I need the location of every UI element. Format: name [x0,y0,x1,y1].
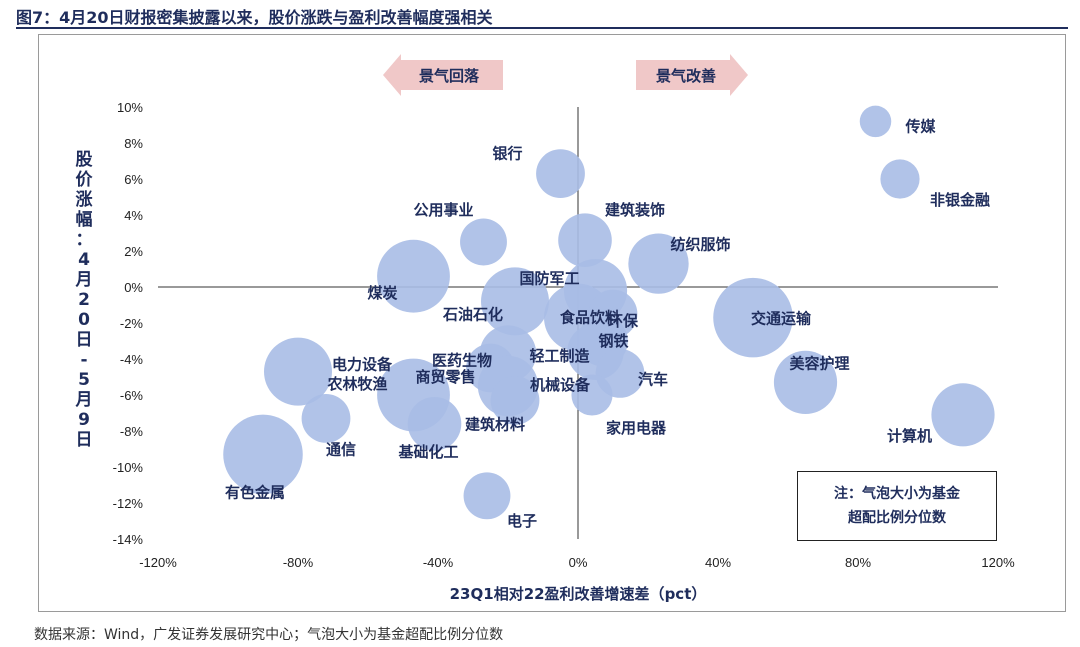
bubble-point [931,383,995,447]
y-axis-label-char: ： [76,230,93,250]
y-axis-label-char: 4 [78,250,90,270]
y-tick-label: -14% [113,532,144,547]
bubble-point [264,337,332,406]
bubble-label: 食品饮料 [560,309,620,327]
arrows-layer: 景气回落 景气改善 [383,54,748,96]
note-line-2: 超配比例分位数 [848,510,946,526]
bubble-label: 通信 [326,440,356,458]
y-tick-label: -12% [113,496,144,511]
bubble-label: 家用电器 [606,419,667,437]
y-axis-label-char: 幅 [76,209,93,230]
bubble-label: 轻工制造 [530,347,590,365]
y-tick-label: -10% [113,460,144,475]
y-axis-label-char: 5 [78,370,90,390]
bubble-label: 非银金融 [930,191,990,209]
title-rule [16,27,1068,29]
bubble-label: 建筑装饰 [605,201,665,219]
y-tick-label: -6% [120,388,144,403]
y-tick-label: 4% [124,208,143,223]
source-text: 数据来源：Wind，广发证券发展研究中心；气泡大小为基金超配比例分位数 [34,627,504,643]
bubble-label: 基础化工 [398,443,459,461]
bubble-point [773,350,838,414]
arrow-left-label: 景气回落 [419,67,480,85]
bubble-label: 机械设备 [530,376,591,394]
x-tick-label: -80% [283,555,314,570]
y-tick-label: -4% [120,352,144,367]
bubble-point [490,376,540,425]
bubble-point [713,277,793,358]
bubble-point [463,472,511,520]
note-line-1: 注：气泡大小为基金 [834,486,960,502]
bubble-point [407,397,462,451]
bubble-label: 医药生物 [432,352,492,370]
bubble-label: 纺织服饰 [671,236,731,254]
bubble-point [859,105,892,138]
x-tick-label: 80% [845,555,871,570]
bubble-point [571,374,613,416]
bubble-label: 国防军工 [520,270,580,288]
bubbles-layer [223,105,995,520]
bubble-label: 美容护理 [790,354,850,372]
x-tick-label: 0% [569,555,588,570]
arrow-left [383,54,503,96]
bubble-point [223,414,303,495]
y-axis-label-char: 日 [76,330,93,350]
bubble-label: 环保 [608,312,639,330]
x-tick-label: -120% [139,555,177,570]
bubble-point [377,239,450,313]
bubble-label: 农林牧渔 [327,375,388,393]
legend-note: 注：气泡大小为基金 超配比例分位数 [797,471,997,541]
bubble-label: 银行 [493,145,523,163]
bubble-point [880,159,920,199]
y-axis-label-char: 0 [78,310,90,330]
bubble-point [536,149,585,199]
arrow-right-label: 景气改善 [656,67,716,85]
bubble-label: 煤炭 [368,284,398,302]
y-axis-label-char: 月 [75,390,93,410]
axes-layer: 10%8%6%4%2%0%-2%-4%-6%-8%-10%-12%-14%-12… [75,100,1016,603]
y-tick-label: 10% [117,100,143,115]
bubble-label: 建筑材料 [465,415,525,433]
bubble-label: 有色金属 [225,483,285,501]
x-tick-label: 120% [981,555,1015,570]
x-axis-label: 23Q1相对22盈利改善增速差（pct） [450,585,707,603]
bubble-label: 公用事业 [414,201,474,219]
y-tick-label: 2% [124,244,143,259]
y-axis-label-char: 涨 [76,190,93,210]
y-axis-label-char: 2 [78,290,90,310]
y-axis-label-char: 股 [76,150,93,170]
arrow-right [636,54,748,96]
bubble-label: 交通运输 [751,310,812,328]
bubble-label: 汽车 [638,370,668,388]
x-tick-label: 40% [705,555,731,570]
bubble-point [301,394,351,443]
x-tick-label: -40% [423,555,454,570]
y-tick-label: -8% [120,424,144,439]
bubble-label: 传媒 [905,117,937,135]
y-tick-label: 0% [124,280,143,295]
y-axis-label-char: 9 [78,410,90,430]
bubble-label: 电力设备 [332,356,393,374]
bubble-point [628,233,689,294]
y-tick-label: 8% [124,136,143,151]
y-axis-label-char: 日 [76,430,93,450]
bubble-label: 电子 [507,512,537,530]
bubble-point [460,218,507,266]
y-axis-label-char: 月 [75,270,93,290]
bubble-label: 商贸零售 [416,368,476,386]
bubble-point [481,267,549,336]
figure-title: 图7：4月20日财报密集披露以来，股价涨跌与盈利改善幅度强相关 [16,8,493,27]
bubble-label: 石油石化 [442,305,503,323]
bubble-label: 钢铁 [599,332,629,350]
y-tick-label: -2% [120,316,144,331]
bubble-point [558,213,612,267]
y-axis-label-char: 价 [76,170,94,190]
chart-frame [38,34,1066,612]
bubble-label: 计算机 [887,427,932,445]
y-tick-label: 6% [124,172,143,187]
y-axis-label-char: - [80,350,87,370]
